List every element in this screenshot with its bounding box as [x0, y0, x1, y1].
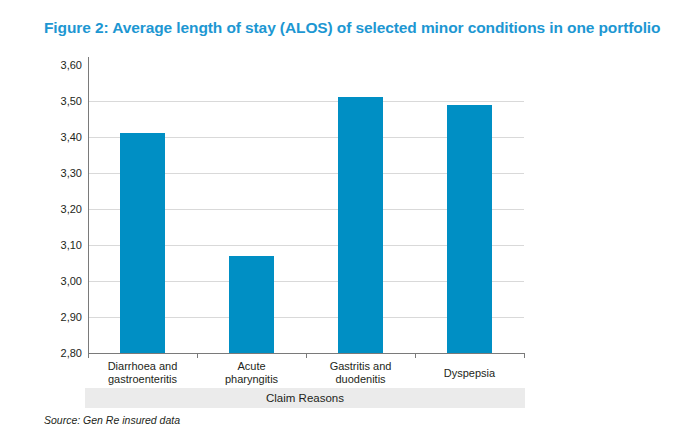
- category-label-line: Diarrhoea and: [108, 360, 178, 373]
- category-label-line: pharyngitis: [225, 373, 278, 386]
- bar-diarrhoea-and-gastroenteritis: [120, 133, 165, 353]
- alos-bar-chart: 2,80 2,90 3,00 3,10 3,20 3,30 3,40 3,50 3,60 Diar…: [0, 0, 674, 440]
- gridline-3-50: [88, 101, 524, 102]
- y-axis-tick-label: 3,10: [42, 240, 82, 251]
- y-axis-line: [88, 57, 89, 353]
- category-label-line: Acute: [237, 360, 265, 373]
- category-label-line: Dyspepsia: [444, 367, 495, 380]
- x-axis-band: Claim Reasons: [85, 388, 525, 408]
- x-axis-category-label-diarrhoea-and-gastroenteritis: Diarrhoea andgastroenteritis: [88, 358, 197, 388]
- bar-acute-pharyngitis: [229, 256, 274, 353]
- x-axis-category-label-acute-pharyngitis: Acutepharyngitis: [197, 358, 306, 388]
- bar-dyspepsia: [447, 105, 492, 353]
- x-axis-label: Claim Reasons: [266, 392, 344, 404]
- category-label-line: duodenitis: [335, 373, 385, 386]
- y-axis-tick-label: 3,20: [42, 204, 82, 215]
- source-note: Source: Gen Re insured data: [44, 414, 180, 426]
- x-axis-category-label-gastritis-and-duodenitis: Gastritis andduodenitis: [306, 358, 415, 388]
- y-axis-tick-label: 3,30: [42, 168, 82, 179]
- y-axis-tick-label: 3,50: [42, 96, 82, 107]
- y-axis-tick-label: 3,60: [42, 60, 82, 71]
- y-axis-tick-label: 2,80: [42, 348, 82, 359]
- y-axis-tick-label: 2,90: [42, 312, 82, 323]
- category-label-line: Gastritis and: [330, 360, 392, 373]
- y-axis-tick-label: 3,40: [42, 132, 82, 143]
- category-label-line: gastroenteritis: [108, 373, 177, 386]
- figure-page: { "figure": { "title": "Figure 2: Averag…: [0, 0, 674, 440]
- y-axis-tick-label: 3,00: [42, 276, 82, 287]
- bar-gastritis-and-duodenitis: [338, 97, 383, 353]
- x-axis-category-label-dyspepsia: Dyspepsia: [415, 358, 524, 388]
- x-axis-tick: [524, 354, 525, 358]
